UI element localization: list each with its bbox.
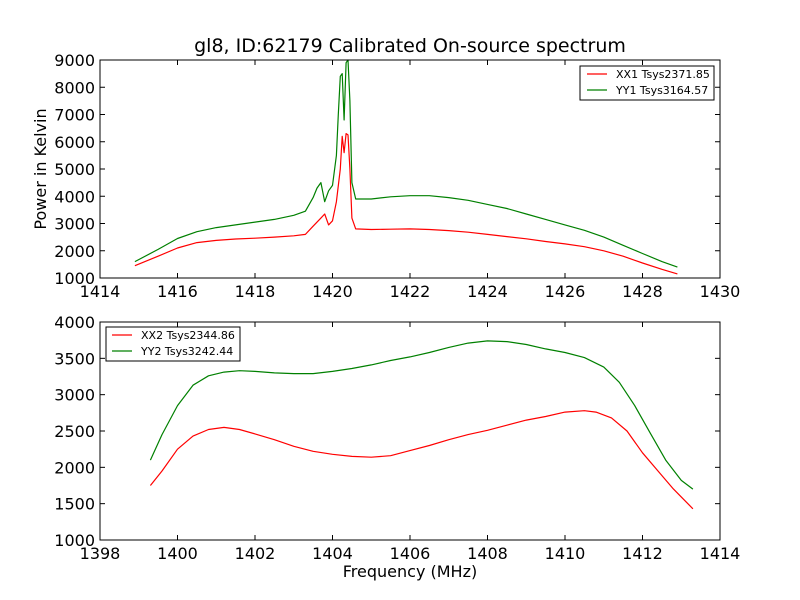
top-ytick-label-1: 2000: [54, 242, 95, 261]
bottom-series-line-0: [149, 410, 694, 510]
top-legend-box: [579, 65, 715, 101]
top-xtick-label-4: 1422: [390, 282, 431, 301]
top-ytick-label-3: 4000: [54, 187, 95, 206]
top-chart-ticks: 1414 1416 1418 1420 1422 1424 1426 1428 1430 1000…: [54, 51, 740, 301]
bottom-ytick-label-3: 2500: [54, 422, 95, 441]
bottom-chart-series: [149, 340, 694, 510]
bottom-xtick-label-4: 1406: [390, 544, 431, 563]
top-chart-title: gl8, ID:62179 Calibrated On-source spect…: [194, 35, 626, 57]
top-xtick-label-8: 1430: [700, 282, 741, 301]
top-chart-frame: [99, 59, 721, 279]
top-xtick-label-7: 1428: [622, 282, 663, 301]
bottom-legend-yy2-label: YY2 Tsys3242.44: [140, 345, 233, 358]
top-chart: gl8, ID:62179 Calibrated On-source spect…: [31, 35, 740, 301]
bottom-xtick-label-0: 1398: [80, 544, 121, 563]
bottom-xtick-label-6: 1410: [545, 544, 586, 563]
top-xtick-label-6: 1426: [545, 282, 586, 301]
top-ytick-label-8: 9000: [54, 51, 95, 70]
top-xtick-label-1: 1416: [157, 282, 198, 301]
bottom-legend-xx2-label: XX2 Tsys2344.86: [141, 329, 235, 342]
bottom-chart-legend: XX2 Tsys2344.86 YY2 Tsys3242.44: [105, 326, 241, 362]
top-ytick-label-6: 7000: [54, 106, 95, 125]
bottom-xtick-label-5: 1408: [467, 544, 508, 563]
top-xtick-label-3: 1420: [312, 282, 353, 301]
bottom-chart-ticks: 1398 1400 1402 1404 1406 1408 1410 1412 1414 1000…: [54, 313, 740, 563]
bottom-xtick-label-2: 1402: [235, 544, 276, 563]
top-legend-yy1-label: YY1 Tsys3164.57: [615, 84, 708, 97]
bottom-chart: Frequency (MHz) 1398 1400 1402 1404 1406 1408…: [54, 313, 740, 581]
top-ytick-label-7: 8000: [54, 78, 95, 97]
top-series-line-1: [134, 59, 678, 268]
top-xtick-label-2: 1418: [235, 282, 276, 301]
bottom-ytick-label-5: 3500: [54, 349, 95, 368]
bottom-chart-frame: [99, 321, 721, 541]
bottom-series-line-1: [149, 340, 694, 490]
top-xtick-label-0: 1414: [80, 282, 121, 301]
top-xtick-label-5: 1424: [467, 282, 508, 301]
bottom-xtick-label-8: 1414: [700, 544, 741, 563]
bottom-xtick-label-3: 1404: [312, 544, 353, 563]
top-chart-legend: XX1 Tsys2371.85 YY1 Tsys3164.57: [579, 65, 715, 101]
bottom-ytick-label-6: 4000: [54, 313, 95, 332]
bottom-chart-xlabel: Frequency (MHz): [343, 562, 477, 581]
bottom-xtick-label-7: 1412: [622, 544, 663, 563]
bottom-legend-box: [105, 326, 241, 362]
top-series-line-0: [134, 133, 678, 275]
top-ytick-label-5: 6000: [54, 133, 95, 152]
bottom-ytick-label-0: 1000: [54, 531, 95, 550]
bottom-ytick-label-4: 3000: [54, 386, 95, 405]
top-chart-ylabel: Power in Kelvin: [31, 108, 50, 229]
top-ytick-label-2: 3000: [54, 215, 95, 234]
top-ytick-label-4: 5000: [54, 160, 95, 179]
top-legend-xx1-label: XX1 Tsys2371.85: [616, 68, 710, 81]
top-ytick-label-0: 1000: [54, 269, 95, 288]
bottom-ytick-label-2: 2000: [54, 458, 95, 477]
top-chart-series: [134, 59, 678, 275]
bottom-xtick-label-1: 1400: [157, 544, 198, 563]
bottom-ytick-label-1: 1500: [54, 495, 95, 514]
